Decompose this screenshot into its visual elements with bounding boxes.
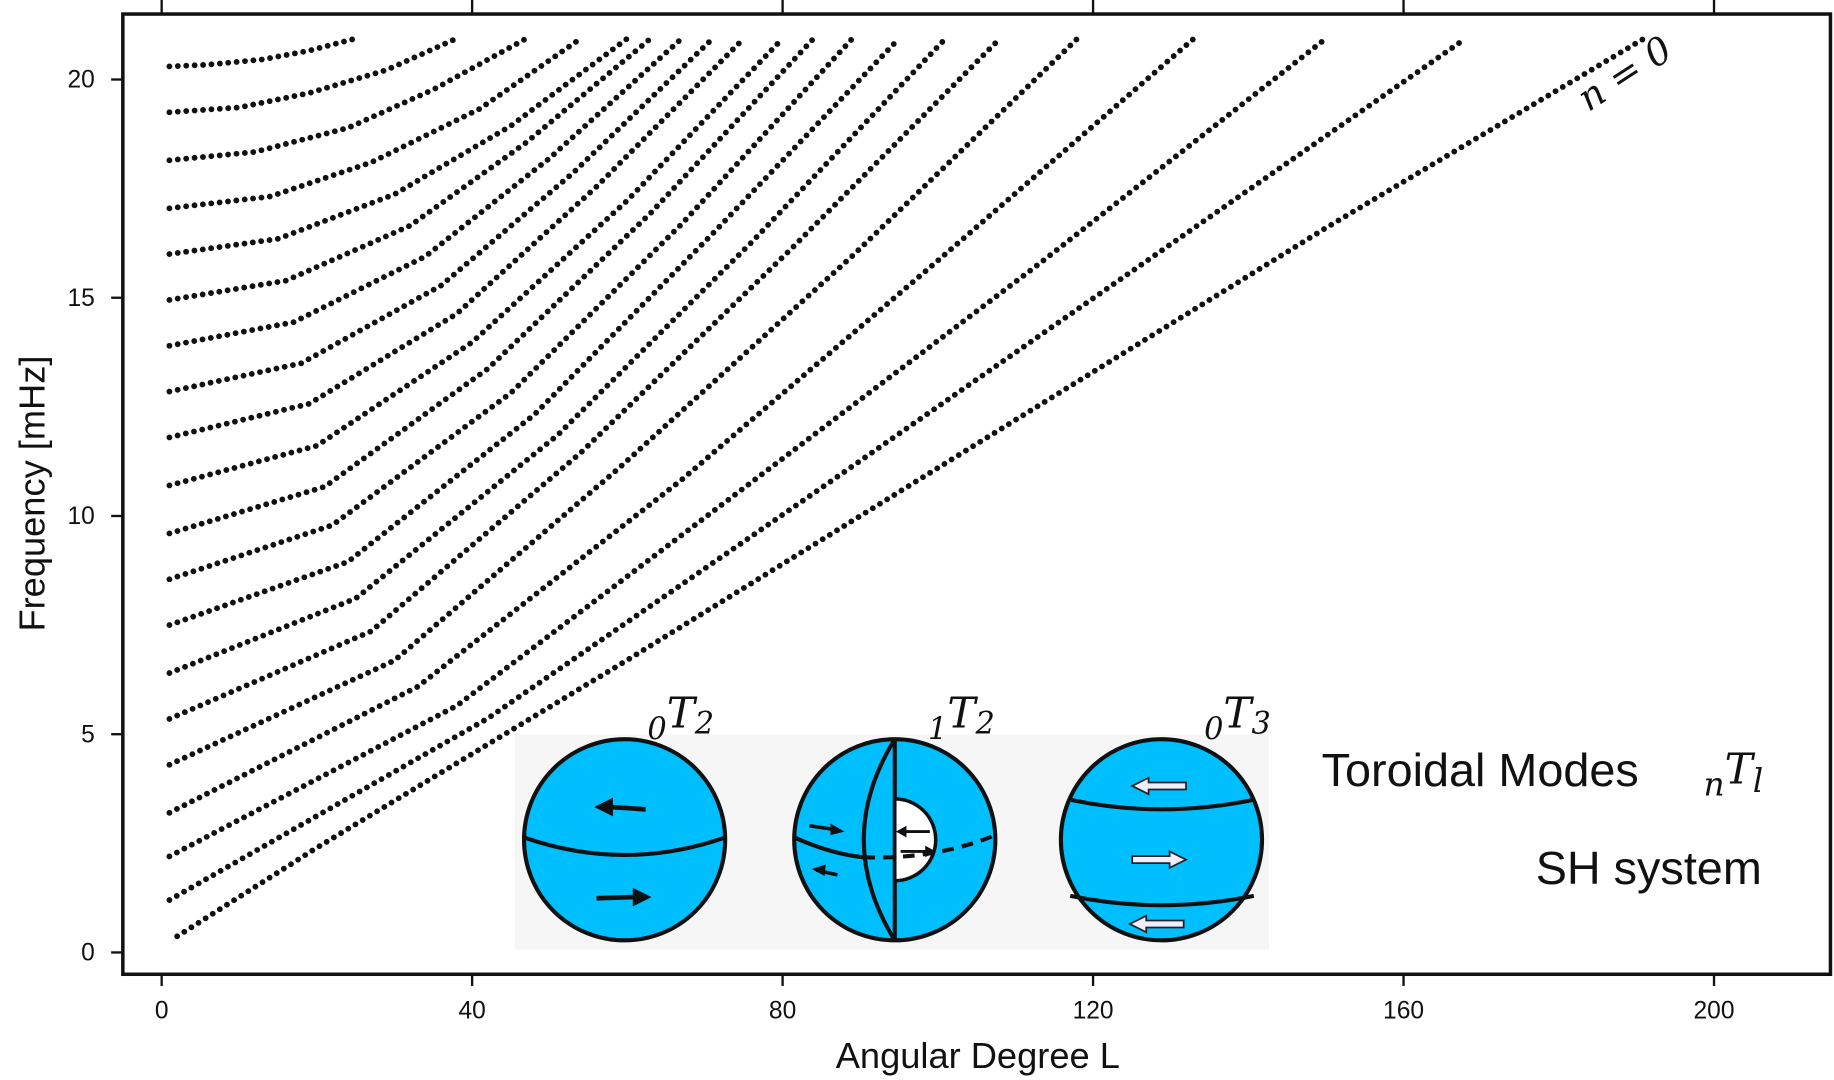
y-tick-label: 10 — [67, 503, 94, 530]
branch-line — [166, 35, 1003, 722]
y-tick-label: 15 — [67, 285, 94, 312]
mode-label-letter: T — [667, 688, 698, 737]
sphere-1T2 — [792, 737, 998, 943]
branch-line — [166, 35, 460, 116]
notation-post: l — [1753, 762, 1763, 800]
notation-pre: n — [1704, 765, 1725, 803]
x-axis-label: Angular Degree L — [836, 1035, 1120, 1076]
notation-letter: T — [1725, 745, 1756, 794]
branch-line — [166, 35, 747, 441]
y-tick-label: 0 — [81, 940, 95, 967]
mode-label: 0T2 — [647, 688, 714, 747]
branch-line — [166, 35, 584, 212]
mode-label-letter: T — [1223, 688, 1254, 737]
branch-line — [166, 35, 902, 629]
mode-label-pre: 0 — [647, 712, 666, 747]
x-tick-label: 160 — [1383, 998, 1424, 1025]
notation: nTl — [1704, 745, 1764, 804]
sphere-0T2 — [521, 737, 728, 943]
y-axis-label: Frequency [mHz] — [11, 356, 52, 632]
mode-label-post: 2 — [974, 706, 994, 741]
mode-label: 0T3 — [1204, 688, 1271, 747]
branch-line — [166, 35, 1197, 816]
mode-label-post: 2 — [694, 706, 714, 741]
data-layer — [166, 35, 1648, 940]
branch-line — [166, 35, 631, 258]
branch-line — [166, 35, 716, 395]
y-tick-label: 20 — [67, 67, 94, 94]
branch-line — [166, 35, 786, 489]
branch-line — [166, 35, 1081, 768]
branch-label: n = 0 — [1569, 27, 1679, 120]
x-tick-label: 0 — [155, 998, 169, 1025]
mode-label-letter: T — [947, 688, 978, 737]
annotation-title: Toroidal Modes — [1322, 744, 1639, 796]
branch-line — [166, 35, 817, 537]
x-tick-label: 40 — [458, 998, 485, 1025]
x-tick-label: 200 — [1694, 998, 1735, 1025]
mode-label-post: 3 — [1252, 706, 1271, 741]
mode-label-pre: 0 — [1204, 712, 1223, 747]
inset: 0T2 1T2 0T3 — [514, 688, 1271, 950]
mode-label: 1T2 — [928, 688, 995, 747]
sphere-0T3 — [1058, 737, 1265, 943]
plot-frame — [121, 12, 1833, 977]
branch-line — [166, 35, 654, 303]
mode-label-pre: 1 — [928, 712, 947, 747]
branch-line — [166, 35, 1329, 860]
branch-line — [166, 35, 359, 70]
annotation-system: SH system — [1536, 842, 1762, 894]
branch-line — [166, 35, 1469, 903]
x-tick-label: 120 — [1073, 998, 1114, 1025]
branch-line — [166, 35, 856, 583]
y-tick-label: 5 — [81, 721, 95, 748]
branch-line — [166, 35, 949, 677]
branch-line — [166, 35, 685, 349]
branch-line — [166, 35, 530, 164]
x-tick-label: 80 — [769, 998, 796, 1025]
